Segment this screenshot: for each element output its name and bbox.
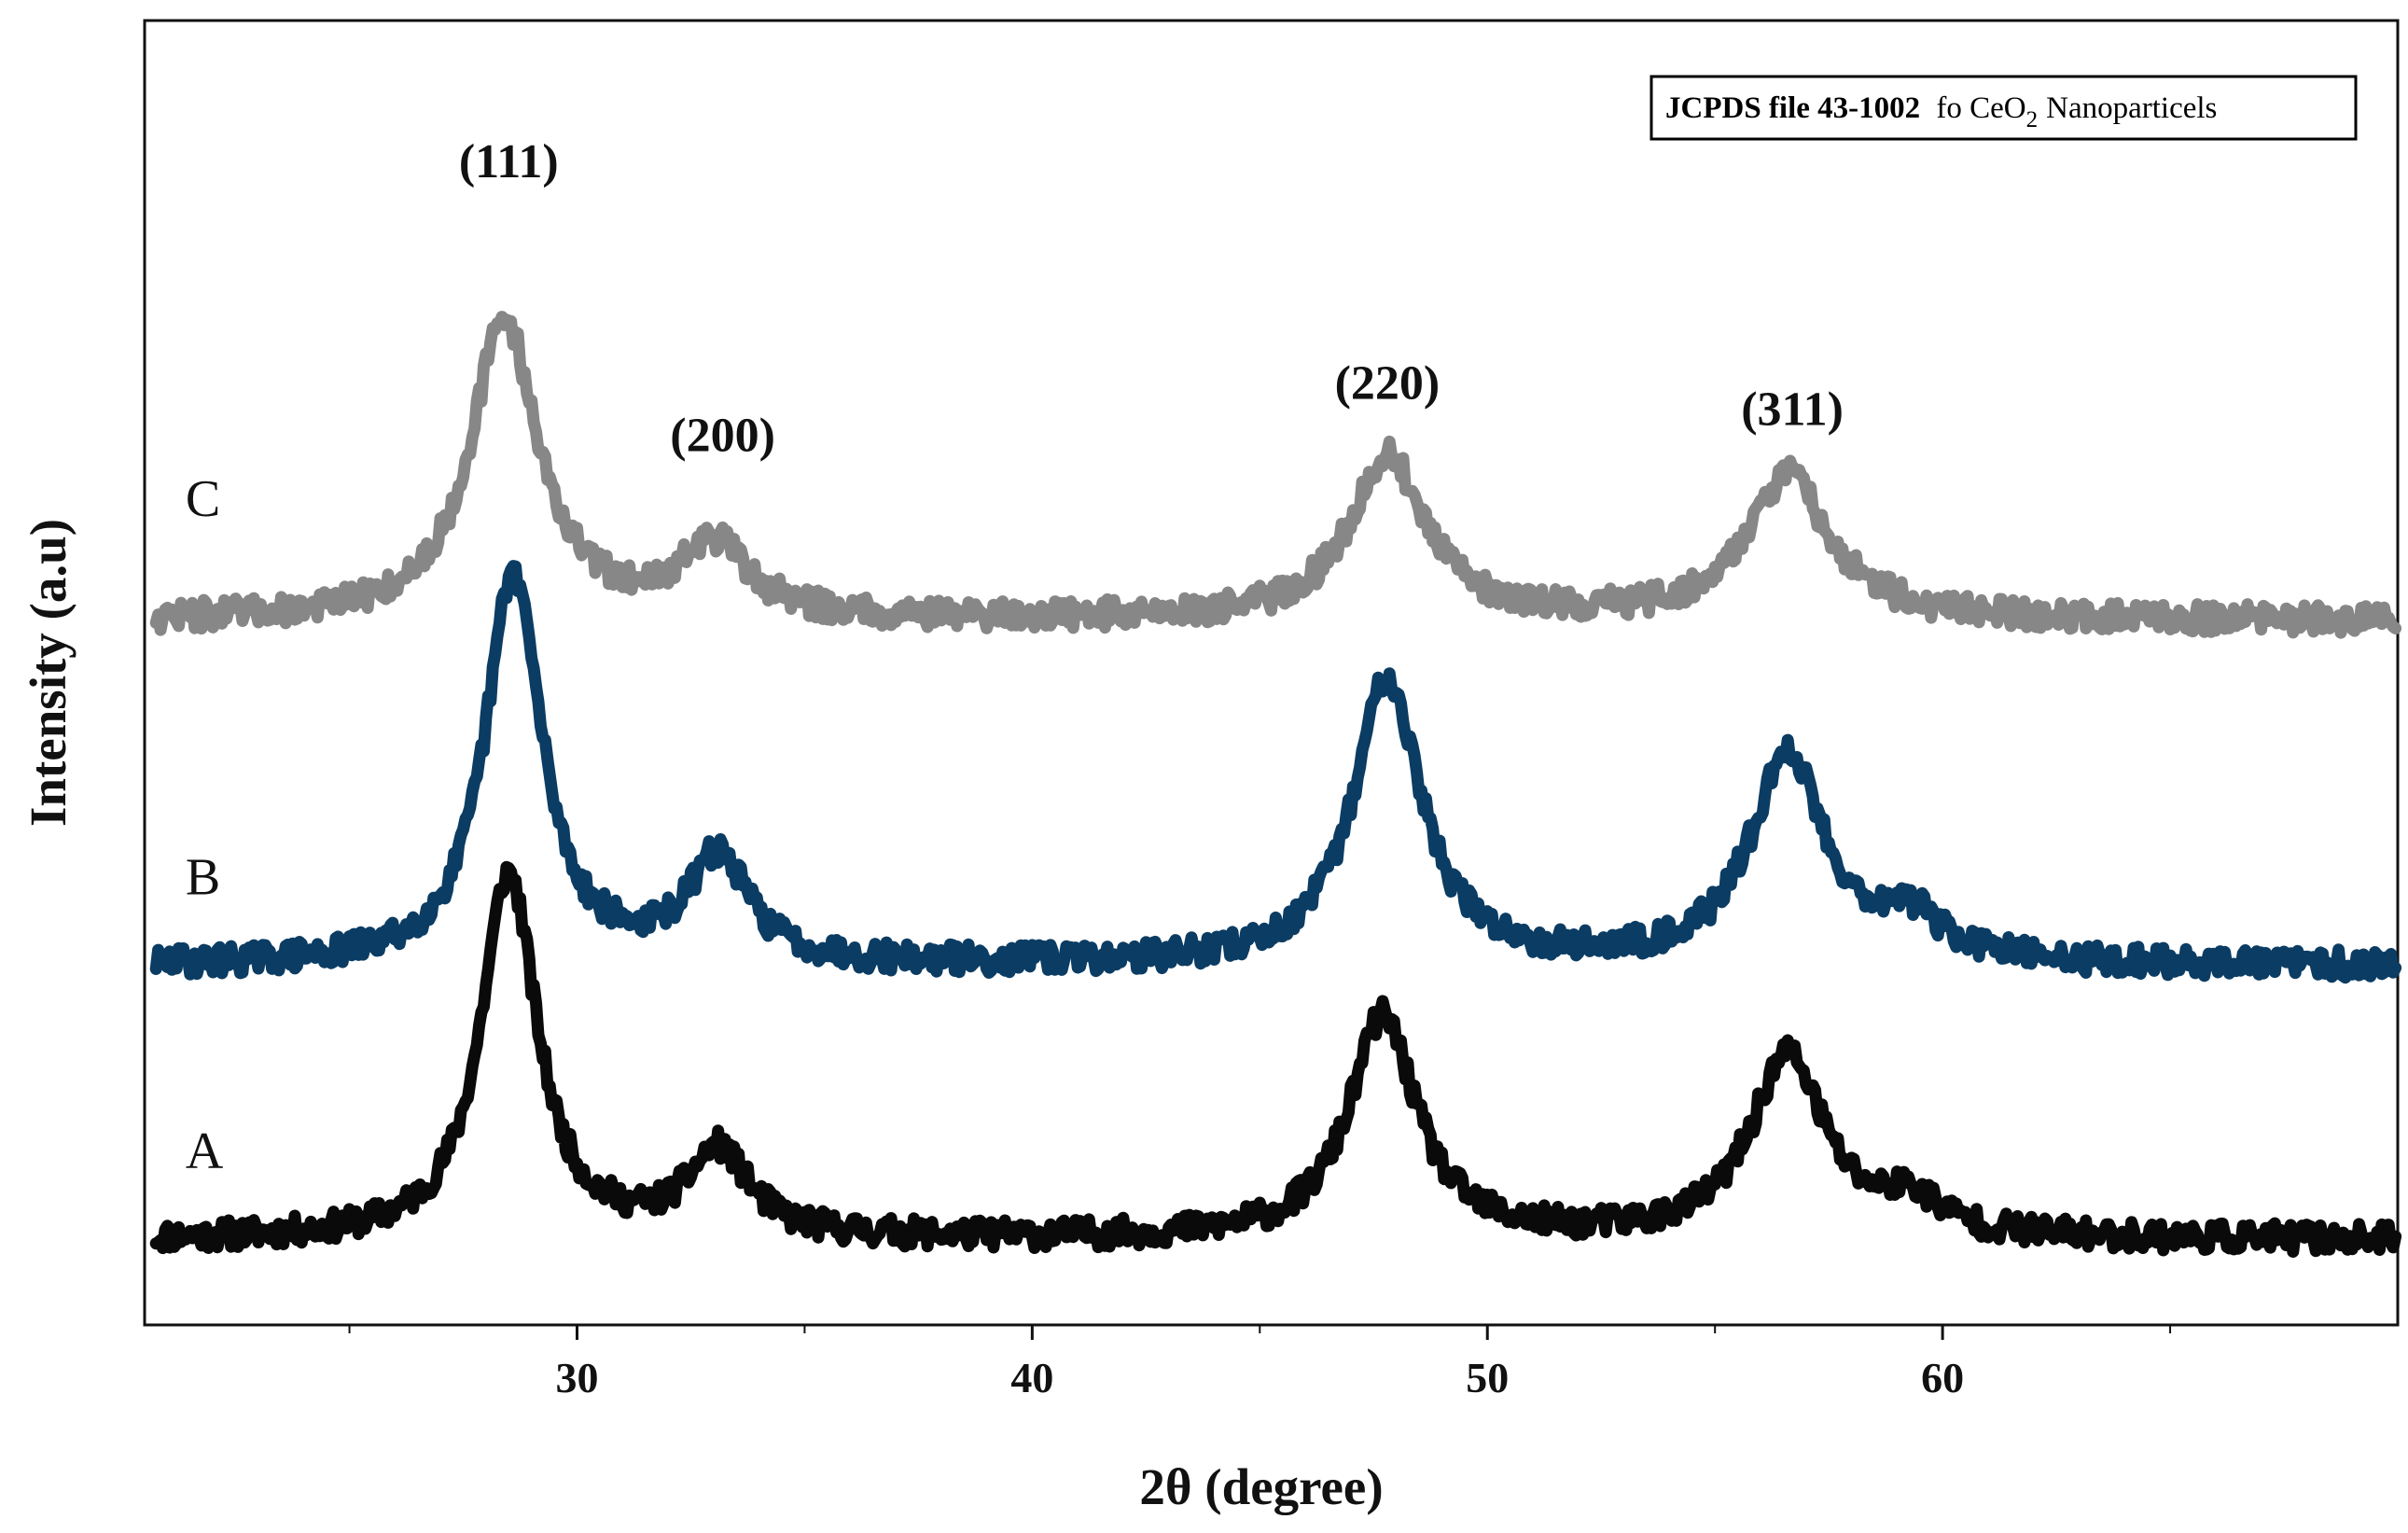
legend-normal-text: fo CeO bbox=[1936, 91, 2025, 125]
peak-label: (200) bbox=[670, 409, 775, 462]
series-label-B: B bbox=[186, 849, 220, 907]
plot-area bbox=[143, 19, 2400, 1327]
legend-frame bbox=[1649, 75, 2358, 141]
x-tick-label: 50 bbox=[1466, 1354, 1509, 1401]
x-axis: 30 40 50 60 bbox=[348, 1325, 2172, 1401]
series-layer bbox=[149, 311, 2402, 1258]
y-axis-title: Intensity (a.u) bbox=[20, 519, 77, 827]
peak-labels: (111) (200) (220) (311) bbox=[459, 135, 1844, 463]
x-tick-label: 30 bbox=[555, 1354, 598, 1401]
x-tick-label: 40 bbox=[1010, 1354, 1053, 1401]
legend-box: JCPDS file 43-1002 fo CeO2 Nanoparticels bbox=[1649, 75, 2358, 141]
series-label-A: A bbox=[186, 1122, 224, 1180]
peak-label: (311) bbox=[1741, 383, 1844, 436]
x-axis-title: 2θ (degree) bbox=[1139, 1458, 1383, 1515]
svg-text:JCPDS file 43-1002 fo Ce: JCPDS file 43-1002 fo CeO2 Nanoparticels bbox=[1665, 91, 2217, 132]
series-label-C: C bbox=[186, 470, 220, 528]
legend-subscript: 2 bbox=[2026, 107, 2039, 132]
peak-label: (220) bbox=[1335, 356, 1441, 410]
peak-label: (111) bbox=[459, 135, 559, 188]
x-tick-label: 60 bbox=[1921, 1354, 1964, 1401]
series-B-line bbox=[149, 560, 2402, 984]
series-labels: A B C bbox=[186, 470, 224, 1180]
series-C-line bbox=[149, 311, 2402, 639]
legend-bold-text: JCPDS file 43-1002 bbox=[1665, 91, 1920, 125]
series-A-line bbox=[149, 860, 2402, 1258]
legend-suffix-text: Nanoparticels bbox=[2046, 91, 2217, 125]
